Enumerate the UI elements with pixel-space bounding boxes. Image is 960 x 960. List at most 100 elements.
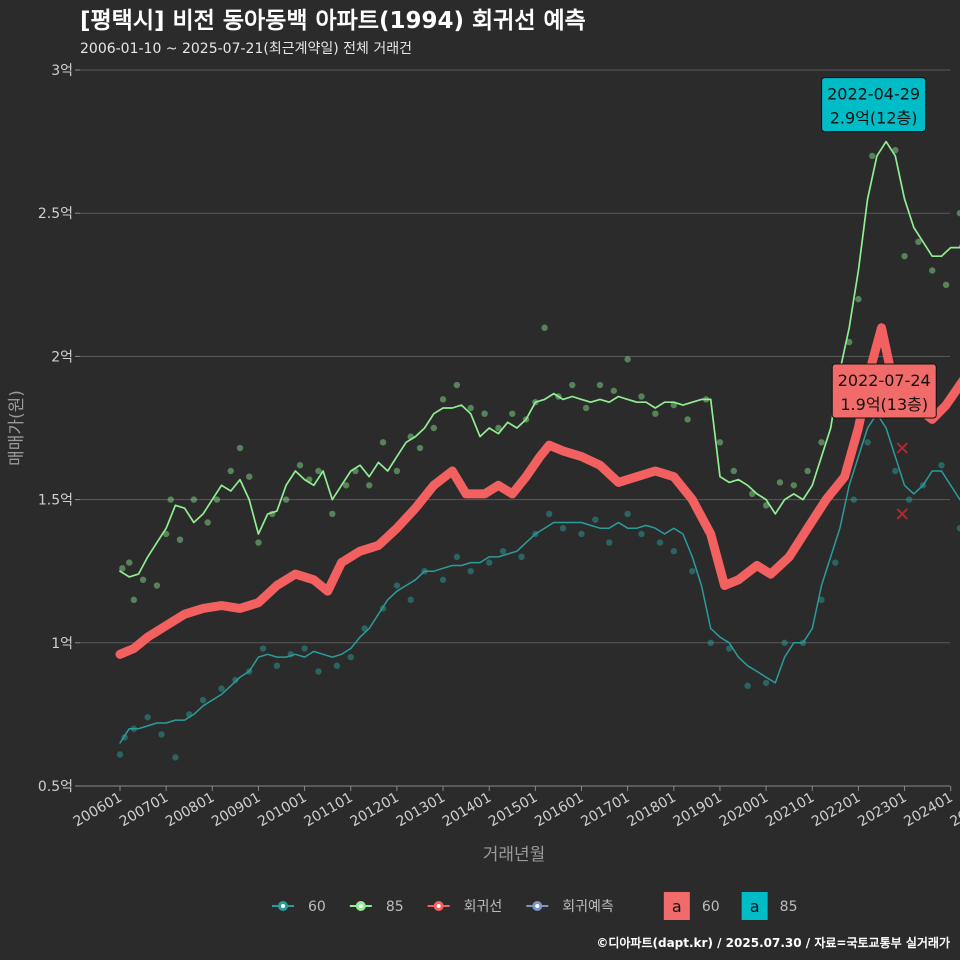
legend-item-label: 회귀선 bbox=[464, 899, 503, 915]
scatter-point-85 bbox=[790, 482, 797, 489]
scatter-point-60 bbox=[605, 539, 613, 546]
scatter-point-85 bbox=[804, 467, 811, 475]
scatter-point-85 bbox=[652, 410, 659, 417]
scatter-point-60 bbox=[545, 510, 553, 518]
y-axis-title: 매매가(원) bbox=[7, 390, 27, 466]
scatter-point-60 bbox=[439, 576, 447, 583]
annotation-date: 2022-07-24 bbox=[838, 371, 931, 390]
scatter-point-85 bbox=[495, 424, 502, 432]
scatter-point-60 bbox=[333, 662, 341, 669]
scatter-point-85 bbox=[730, 467, 737, 475]
scatter-point-85 bbox=[869, 152, 876, 160]
scatter-point-85 bbox=[684, 416, 691, 423]
scatter-point-60 bbox=[467, 568, 474, 575]
x-tick-label: 201301 bbox=[394, 790, 448, 831]
cross-mark bbox=[896, 508, 908, 520]
scatter-point-85 bbox=[942, 281, 950, 288]
scatter-point-60 bbox=[172, 754, 179, 761]
scatter-point-60 bbox=[638, 530, 645, 538]
x-tick-label: 201601 bbox=[532, 790, 586, 831]
scatter-point-60 bbox=[116, 751, 124, 758]
scatter-point-85 bbox=[119, 565, 126, 572]
scatter-point-85 bbox=[227, 467, 234, 475]
legend-box-swatch bbox=[741, 892, 768, 920]
x-tick-label: 201001 bbox=[255, 790, 309, 831]
annotation-box bbox=[821, 77, 927, 133]
x-tick-label: 201901 bbox=[671, 790, 725, 831]
y-axis-ticks: 0.5억 1억 1.5억 2억 2.5억 3억 bbox=[38, 63, 80, 795]
scatter-point-60 bbox=[781, 639, 788, 646]
x-tick-label: 201401 bbox=[440, 790, 494, 831]
scatter-point-85 bbox=[204, 519, 211, 526]
x-tick-label: 202401 bbox=[901, 790, 955, 831]
scatter-point-85 bbox=[366, 482, 373, 489]
scatter-point-60 bbox=[938, 462, 945, 469]
scatter-point-85 bbox=[569, 381, 576, 389]
scatter-point-85 bbox=[901, 252, 908, 260]
scatter-point-60 bbox=[864, 439, 871, 446]
scatter-point-85 bbox=[329, 510, 336, 518]
scatter-point-60 bbox=[518, 553, 525, 561]
scatter-point-85 bbox=[430, 424, 438, 432]
annotation-value: 2.9억(12층) bbox=[830, 109, 918, 128]
scatter-point-85 bbox=[190, 496, 198, 503]
scatter-point-85 bbox=[915, 238, 922, 246]
scatter-point-60 bbox=[144, 714, 151, 721]
scatter-point-85 bbox=[176, 536, 184, 543]
chart-title: [평택시] 비전 동아동백 아파트(1994) 회귀선 예측 bbox=[80, 8, 586, 34]
scatter-point-85 bbox=[855, 295, 862, 303]
scatter-point-85 bbox=[892, 146, 899, 154]
scatter-point-60 bbox=[232, 676, 239, 684]
x-tick-label: 200901 bbox=[209, 790, 263, 831]
scatter-point-60 bbox=[707, 639, 714, 646]
y-tick-label: 1.5억 bbox=[38, 493, 73, 509]
scatter-point-85 bbox=[818, 439, 825, 446]
scatter-point-60 bbox=[832, 559, 839, 566]
annotation-date: 2022-04-29 bbox=[827, 85, 920, 104]
x-tick-label: 201501 bbox=[486, 790, 540, 831]
y-tick-label: 3억 bbox=[51, 63, 73, 79]
x-tick-label: 201201 bbox=[348, 790, 402, 831]
scatter-point-60 bbox=[559, 525, 567, 532]
annotation-marks: 21,750(~85㎡)17,175(~60㎡)2022-04-292.9억(1… bbox=[821, 77, 937, 520]
legend-box-label: 85 bbox=[780, 899, 798, 915]
legend-item-label: 회귀예측 bbox=[562, 899, 614, 915]
scatter-point-85 bbox=[282, 496, 290, 503]
scatter-point-85 bbox=[541, 324, 548, 331]
scatter-point-85 bbox=[624, 356, 631, 363]
scatter-point-60 bbox=[905, 496, 913, 503]
scatter-point-85 bbox=[638, 393, 645, 400]
grid bbox=[80, 69, 950, 787]
x-tick-label: 202001 bbox=[717, 790, 771, 831]
scatter-point-85 bbox=[509, 410, 516, 417]
scatter-point-85 bbox=[481, 410, 488, 417]
scatter-point-60 bbox=[762, 679, 770, 687]
scatter-point-60 bbox=[453, 553, 461, 561]
x-tick-label: 200701 bbox=[117, 790, 171, 831]
footer-credit: ©디아파트(dapt.kr) / 2025.07.30 / 자료=국토교통부 실… bbox=[596, 935, 950, 950]
scatter-point-85 bbox=[393, 467, 401, 475]
scatter-point-60 bbox=[592, 516, 599, 523]
scatter-point-85 bbox=[296, 462, 304, 469]
scatter-point-85 bbox=[956, 210, 960, 217]
x-tick-label: 202101 bbox=[763, 790, 817, 831]
series-lines bbox=[115, 140, 960, 744]
scatter-point-85 bbox=[439, 396, 447, 403]
scatter-point-85 bbox=[236, 444, 244, 452]
legend-box-label: 60 bbox=[702, 899, 720, 915]
scatter-point-85 bbox=[467, 404, 474, 412]
annotation-value: 1.9억(13층) bbox=[840, 395, 928, 414]
scatter-point-60 bbox=[892, 467, 899, 475]
x-tick-label: 200601 bbox=[71, 790, 125, 831]
scatter-point-85 bbox=[845, 338, 853, 346]
scatter-point-60 bbox=[301, 645, 308, 652]
y-tick-label: 2억 bbox=[51, 349, 73, 365]
scatter-point-60 bbox=[199, 696, 207, 704]
legend-key-dot-center bbox=[281, 904, 285, 908]
scatter-point-85 bbox=[130, 596, 138, 604]
scatter-point-85 bbox=[453, 381, 461, 389]
scatter-point-60 bbox=[578, 530, 585, 538]
scatter-point-60 bbox=[689, 568, 696, 575]
scatter-point-60 bbox=[393, 582, 401, 589]
